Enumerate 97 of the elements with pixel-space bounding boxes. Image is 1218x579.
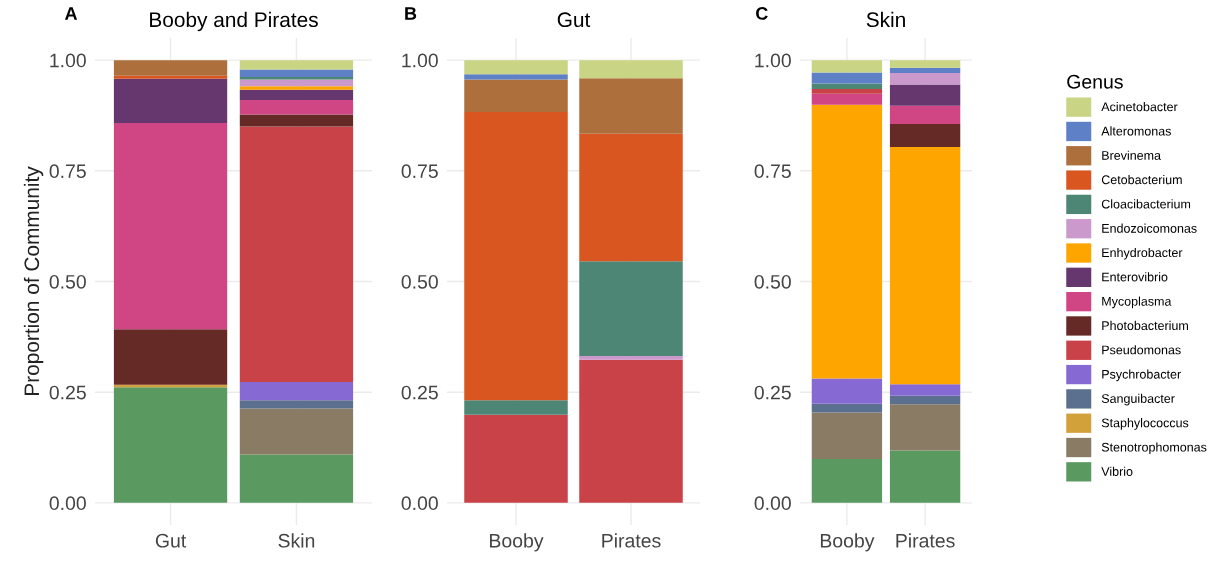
x-tick-label: Booby bbox=[490, 533, 544, 552]
legend-label: Cetobacterium bbox=[1101, 174, 1182, 185]
legend-label: Enterovibrio bbox=[1102, 272, 1168, 282]
bar bbox=[113, 123, 228, 330]
bar bbox=[239, 69, 354, 77]
bar bbox=[811, 72, 883, 84]
bar bbox=[889, 395, 961, 405]
legend-label: Pseudomonas bbox=[1102, 345, 1181, 355]
bar bbox=[239, 382, 354, 401]
bar bbox=[811, 60, 883, 73]
chart-title: Gut bbox=[557, 12, 591, 28]
bar bbox=[239, 126, 354, 382]
bar bbox=[889, 450, 961, 503]
y-tick-label: 0.50 bbox=[401, 274, 438, 289]
bar bbox=[239, 408, 354, 455]
bar bbox=[239, 114, 354, 127]
bar bbox=[579, 133, 683, 262]
y-tick-label: 0.50 bbox=[754, 274, 791, 289]
bar bbox=[811, 403, 883, 413]
bar bbox=[889, 146, 961, 385]
legend-label: Psychrobacter bbox=[1102, 369, 1181, 382]
bar bbox=[579, 359, 683, 503]
bar bbox=[889, 105, 961, 124]
chart-title: Skin bbox=[866, 11, 905, 28]
legend-label: Brevinema bbox=[1102, 150, 1161, 160]
bar bbox=[811, 93, 883, 105]
bar bbox=[889, 72, 961, 85]
bar bbox=[464, 60, 568, 75]
text: B bbox=[405, 7, 417, 20]
bar bbox=[113, 78, 228, 123]
chart-title: Booby and Pirates bbox=[150, 11, 318, 32]
y-tick-label: 0.00 bbox=[49, 496, 86, 511]
bar bbox=[579, 261, 683, 356]
bar bbox=[579, 60, 683, 79]
bar bbox=[113, 75, 228, 79]
bar bbox=[579, 78, 683, 134]
bar bbox=[239, 86, 354, 90]
bar bbox=[811, 459, 883, 503]
legend-label: Stenotrophomonas bbox=[1101, 442, 1207, 455]
y-tick-label: 1.00 bbox=[50, 53, 86, 68]
y-tick-label: 0.25 bbox=[49, 385, 86, 400]
y-tick-label: 0.75 bbox=[401, 164, 438, 179]
legend-label: Alteromonas bbox=[1101, 126, 1171, 136]
bar bbox=[239, 454, 354, 503]
legend-label: Enhydrobacter bbox=[1102, 247, 1183, 260]
y-tick-label: 0.50 bbox=[49, 274, 86, 289]
legend-label: Acinetobacter bbox=[1101, 102, 1178, 112]
legend-label: Photobacterium bbox=[1102, 320, 1188, 331]
bar bbox=[811, 88, 883, 94]
bar bbox=[811, 378, 883, 404]
bar bbox=[239, 79, 354, 87]
y-axis-title: Proportion of Community bbox=[23, 166, 44, 395]
y-tick-label: 1.00 bbox=[755, 53, 791, 68]
bar bbox=[113, 60, 228, 76]
text: C bbox=[756, 7, 768, 20]
bar bbox=[464, 74, 568, 80]
x-tick-label: Booby bbox=[820, 533, 875, 552]
bar bbox=[811, 104, 883, 379]
legend-label: Sanguibacter bbox=[1101, 393, 1175, 406]
bar bbox=[464, 414, 568, 503]
bar bbox=[239, 76, 354, 80]
bar bbox=[464, 111, 568, 401]
y-tick-label: 1.00 bbox=[402, 53, 438, 68]
bar bbox=[239, 60, 354, 70]
y-tick-label: 0.75 bbox=[754, 164, 791, 179]
bar bbox=[889, 123, 961, 147]
y-tick-label: 0.25 bbox=[754, 385, 791, 400]
text: A bbox=[64, 7, 78, 20]
y-tick-label: 0.25 bbox=[401, 385, 438, 400]
bar bbox=[889, 384, 961, 396]
legend-label: Staphylococcus bbox=[1101, 418, 1189, 430]
y-tick-label: 0.00 bbox=[401, 496, 438, 511]
bar bbox=[889, 60, 961, 68]
legend-title: Genus bbox=[1067, 74, 1123, 89]
bar bbox=[464, 400, 568, 415]
bar bbox=[811, 83, 883, 89]
bar bbox=[811, 412, 883, 460]
x-tick-label: Skin bbox=[278, 533, 315, 548]
y-tick-label: 0.00 bbox=[754, 496, 791, 511]
bar bbox=[889, 404, 961, 451]
x-tick-label: Gut bbox=[155, 533, 187, 548]
bar bbox=[889, 84, 961, 106]
bar bbox=[239, 99, 354, 115]
bar bbox=[579, 355, 683, 360]
bar bbox=[464, 79, 568, 112]
bar bbox=[239, 89, 354, 100]
bar bbox=[889, 67, 961, 73]
legend-label: Endozoicomonas bbox=[1102, 223, 1197, 233]
legend-label: Vibrio bbox=[1101, 466, 1133, 476]
y-tick-label: 0.75 bbox=[49, 164, 86, 179]
x-tick-label: Pirates bbox=[896, 533, 955, 548]
legend-label: Mycoplasma bbox=[1102, 296, 1172, 309]
x-tick-label: Pirates bbox=[602, 533, 661, 548]
bar bbox=[113, 387, 228, 503]
bar bbox=[113, 329, 228, 385]
legend-label: Cloacibacterium bbox=[1101, 199, 1191, 209]
bar bbox=[239, 400, 354, 409]
